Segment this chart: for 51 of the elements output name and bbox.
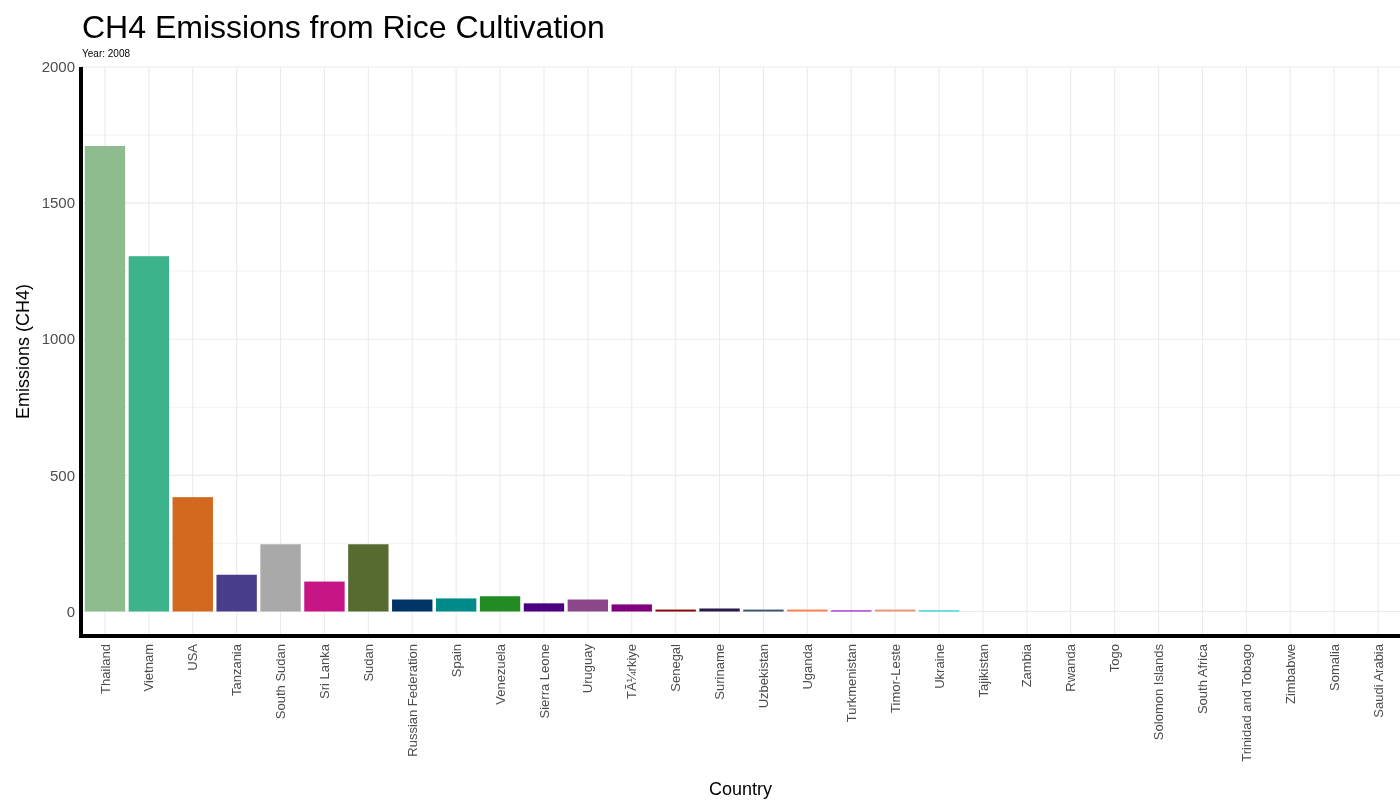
x-tick-label: Sri Lanka [317,643,332,699]
y-tick-label: 1000 [41,330,75,348]
x-tick-label: USA [185,643,201,671]
x-tick-label: South Sudan [273,644,289,720]
x-tick-label: Venezuela [492,643,508,705]
bar [216,574,257,612]
x-tick-label: Trinidad and Tobago [1238,644,1254,762]
x-tick-label: Ukraine [931,644,947,689]
y-tick-label: 2000 [41,58,75,76]
x-tick-label: Tanzania [229,643,245,697]
y-tick-label: 500 [49,466,75,484]
x-tick-label: Togo [1107,644,1123,673]
x-tick-label: Uruguay [580,643,596,694]
chart-subtitle: Year: 2008 [82,48,131,59]
x-tick-label: Spain [448,644,464,678]
x-tick-label: Zimbabwe [1282,644,1298,704]
x-tick-label: Thailand [97,644,113,694]
x-tick-label: South Africa [1195,643,1210,715]
bar [567,599,609,612]
x-tick-label: Uzbekistan [756,644,771,709]
bar [435,598,477,612]
bar [348,544,389,612]
x-tick-label: Sierra Leone [536,644,552,719]
x-tick-label: Timor-Leste [887,644,903,713]
x-tick-label: TÃ¼rkiye [624,644,640,699]
bar [392,599,433,612]
bar [523,603,565,612]
x-tick-label: Suriname [712,644,728,700]
x-tick-label: Uganda [799,643,815,690]
x-tick-label: Rwanda [1063,643,1079,692]
x-tick-label: Saudi Arabia [1370,643,1386,718]
bar [128,256,170,612]
chart-title: CH4 Emissions from Rice Cultivation [82,9,605,45]
bar [172,497,213,612]
x-tick-label: Solomon Islands [1151,643,1167,741]
x-tick-label: Turkmenistan [843,644,859,723]
x-tick-label: Somalia [1326,643,1342,691]
x-tick-label: Russian Federation [404,644,420,757]
x-tick-label: Tajikistan [975,644,991,698]
x-axis-title: Country [708,779,773,799]
x-tick-label: Sudan [360,644,376,682]
y-tick-label: 1500 [41,194,75,212]
x-tick-label: Vietnam [141,644,157,692]
bar [611,604,652,612]
bar [304,581,345,612]
bar [260,544,301,612]
y-axis-title: Emissions (CH4) [13,283,33,420]
x-tick-label: Senegal [668,643,684,692]
y-tick-label: 0 [66,602,75,620]
bar [479,596,521,612]
x-tick-label: Zambia [1019,643,1035,688]
